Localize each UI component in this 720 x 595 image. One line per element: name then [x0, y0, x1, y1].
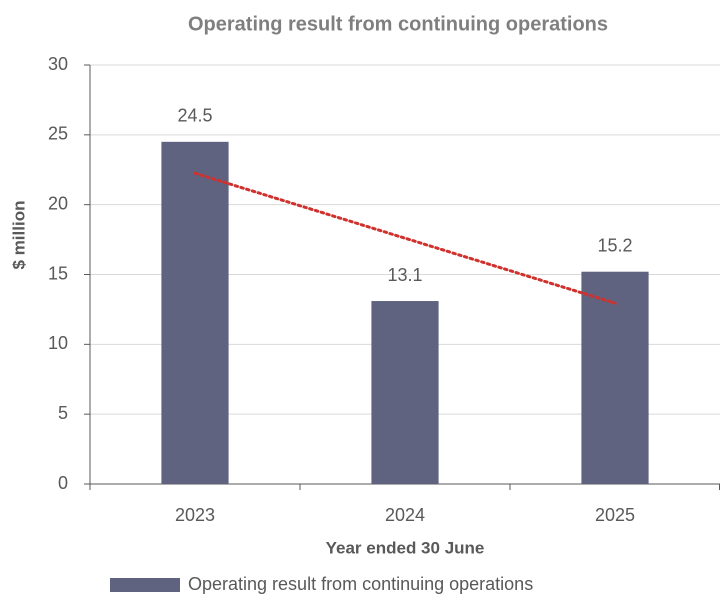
y-tick-label: 30	[48, 54, 68, 74]
y-tick-label: 25	[48, 124, 68, 144]
y-tick-label: 10	[48, 333, 68, 353]
bar	[581, 271, 649, 484]
y-axis-title: $ million	[9, 201, 28, 270]
data-label: 15.2	[597, 235, 632, 255]
x-axis-title: Year ended 30 June	[326, 538, 485, 557]
y-tick-label: 5	[58, 403, 68, 423]
trendline	[193, 171, 617, 305]
x-tick-label: 2024	[385, 505, 425, 525]
bar	[371, 301, 439, 484]
data-label: 13.1	[387, 265, 422, 285]
data-label: 24.5	[177, 106, 212, 126]
y-tick-label: 0	[58, 473, 68, 493]
y-tick-label: 20	[48, 193, 68, 213]
x-tick-label: 2023	[175, 505, 215, 525]
y-tick-label: 15	[48, 263, 68, 283]
legend-label: Operating result from continuing operati…	[188, 574, 533, 594]
legend-swatch	[110, 578, 180, 592]
x-tick-label: 2025	[595, 505, 635, 525]
bar	[161, 141, 229, 485]
chart-title: Operating result from continuing operati…	[188, 13, 608, 35]
